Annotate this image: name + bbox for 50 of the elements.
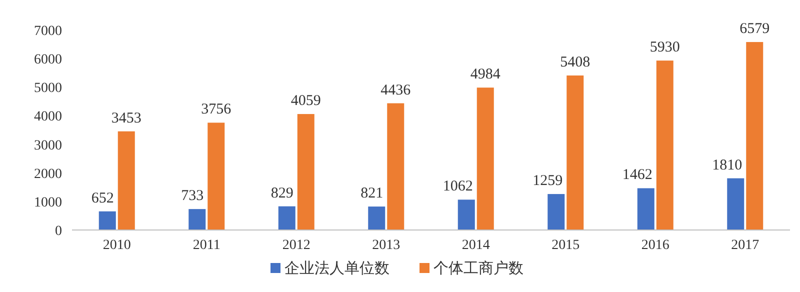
bar: [278, 206, 296, 230]
bar: [746, 42, 764, 230]
data-label: 3756: [201, 102, 232, 118]
bar: [297, 114, 314, 230]
y-tick-label: 7000: [34, 24, 62, 39]
data-label: 4436: [380, 82, 412, 98]
data-label: 5930: [650, 40, 680, 56]
bar: [188, 209, 206, 230]
bar: [637, 188, 654, 230]
data-label: 4059: [290, 93, 321, 110]
data-label: 829: [270, 185, 294, 202]
y-tick-label: 0: [55, 224, 62, 239]
data-label: 821: [360, 186, 384, 202]
bar: [548, 194, 565, 230]
data-label: 6579: [740, 21, 770, 38]
bar: [727, 178, 744, 230]
y-tick-label: 4000: [34, 110, 62, 125]
x-tick-label: 2012: [282, 238, 310, 253]
bar: [368, 206, 386, 230]
y-tick-label: 3000: [34, 138, 62, 154]
x-tick-label: 2014: [462, 238, 490, 253]
data-label: 1462: [622, 167, 652, 184]
data-label: 4984: [470, 66, 501, 83]
bar: [208, 122, 225, 230]
y-tick-label: 2000: [34, 166, 62, 182]
bar: [656, 60, 674, 230]
data-label: 1259: [532, 173, 563, 190]
x-tick-label: 2011: [192, 238, 220, 253]
x-tick-label: 2013: [372, 238, 400, 253]
y-tick-label: 1000: [34, 195, 62, 210]
data-label: 3453: [111, 110, 142, 126]
data-label: 5408: [560, 54, 590, 70]
legend-label: 个体工商户数: [434, 259, 524, 277]
x-tick-label: 2016: [641, 238, 670, 253]
x-tick-label: 2017: [731, 238, 760, 253]
bar: [387, 103, 404, 230]
data-label: 1062: [442, 178, 473, 195]
bar: [118, 131, 135, 230]
x-tick-label: 2015: [552, 238, 580, 253]
bar: [98, 211, 116, 230]
y-tick-label: 6000: [34, 52, 62, 68]
bar: [458, 200, 475, 230]
data-label: 733: [181, 188, 204, 204]
data-label: 1810: [712, 157, 742, 174]
data-label: 652: [91, 190, 114, 206]
x-tick-label: 2010: [102, 238, 131, 253]
bar: [566, 75, 584, 230]
legend-label: 企业法人单位数: [284, 259, 390, 277]
bar: [476, 88, 494, 230]
y-tick-label: 5000: [34, 81, 62, 96]
